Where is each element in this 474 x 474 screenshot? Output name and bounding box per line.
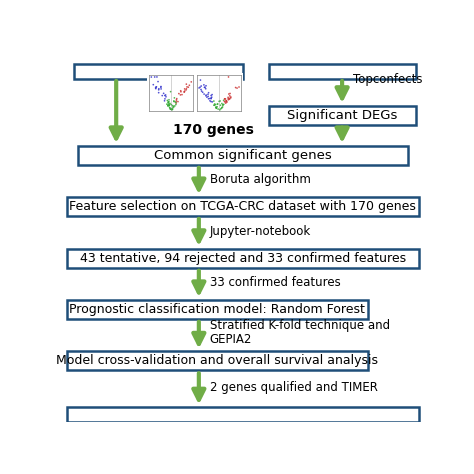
Text: Prognostic classification model: Random Forest: Prognostic classification model: Random … bbox=[69, 303, 365, 316]
Text: GEPIA2: GEPIA2 bbox=[210, 332, 252, 346]
Text: Model cross-validation and overall survival analysis: Model cross-validation and overall survi… bbox=[56, 355, 378, 367]
FancyBboxPatch shape bbox=[269, 64, 416, 79]
FancyBboxPatch shape bbox=[78, 146, 408, 165]
FancyBboxPatch shape bbox=[74, 64, 243, 79]
FancyBboxPatch shape bbox=[269, 106, 416, 125]
FancyBboxPatch shape bbox=[66, 407, 419, 422]
Text: Topconfects: Topconfects bbox=[353, 73, 423, 86]
FancyBboxPatch shape bbox=[66, 197, 419, 216]
Text: Stratified K-fold technique and: Stratified K-fold technique and bbox=[210, 319, 390, 332]
Text: Significant DEGs: Significant DEGs bbox=[287, 109, 397, 122]
FancyBboxPatch shape bbox=[66, 300, 368, 319]
Text: 43 tentative, 94 rejected and 33 confirmed features: 43 tentative, 94 rejected and 33 confirm… bbox=[80, 252, 406, 265]
Text: Feature selection on TCGA-CRC dataset with 170 genes: Feature selection on TCGA-CRC dataset wi… bbox=[70, 200, 416, 213]
Text: 170 genes: 170 genes bbox=[173, 123, 254, 137]
Text: Boruta algorithm: Boruta algorithm bbox=[210, 173, 311, 186]
FancyBboxPatch shape bbox=[66, 249, 419, 268]
Text: Common significant genes: Common significant genes bbox=[154, 149, 332, 162]
Text: Jupyter-notebook: Jupyter-notebook bbox=[210, 225, 311, 238]
FancyBboxPatch shape bbox=[66, 351, 368, 370]
Text: 33 confirmed features: 33 confirmed features bbox=[210, 276, 341, 289]
Text: 2 genes qualified and TIMER: 2 genes qualified and TIMER bbox=[210, 381, 378, 394]
